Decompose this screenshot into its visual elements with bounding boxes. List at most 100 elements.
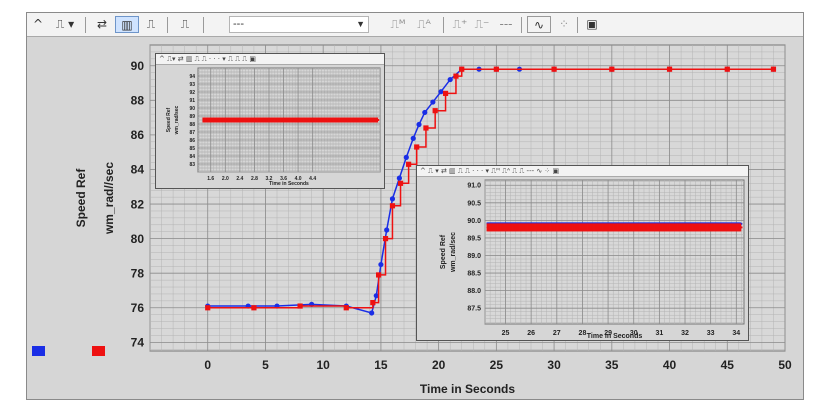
data-point-red [681,223,684,232]
data-point-red [680,223,683,232]
data-point-red [287,117,290,123]
measure-amplitude-icon[interactable]: ⎍ᴬ [417,17,431,31]
data-point-red [717,223,720,232]
x-tick-label: 25 [490,358,504,372]
data-point-red [209,117,212,123]
inset-chart-left: 1.6 2.0 2.4 2.8 3.2 3.6 4.0 4.4 83 84 85 86 87 88 89 90… [166,67,381,187]
trigger-icon[interactable]: ⎍ [180,17,190,31]
data-point-red [616,223,619,232]
x-tick-label: 4.4 [309,176,316,182]
data-point-red [318,117,321,123]
step-view-icon[interactable]: ⎍ [146,17,156,31]
data-point-red [726,223,729,232]
cursor-remove-icon[interactable]: ⎍⁻ [474,17,490,31]
data-point-red [513,223,516,232]
y-tick-label: 88.5 [467,271,481,278]
signal-combo[interactable]: --- ▼ [229,16,369,33]
data-point-red [693,223,696,232]
data-point-red [631,223,634,232]
properties-icon[interactable]: ▣ [586,17,598,31]
data-point-red [265,117,268,123]
data-point-red [369,117,372,123]
data-point-red [538,223,541,232]
data-point-blue [430,99,436,105]
inset-scope-left: ^ ⎍▾ ⇄ ▥ ⎍ ⎍ · · · ▾ ⎍ ⎍ ⎍ ▣ 1.6 2.0 2.4 2.… [155,53,385,189]
data-point-red [269,117,272,123]
data-point-red [590,223,593,232]
data-point-red [370,299,376,306]
data-point-red [493,66,499,72]
data-point-red [495,223,498,232]
data-point-red [589,223,592,232]
refresh-icon[interactable]: ⇄ [96,17,108,31]
toolbar-divider [521,17,522,33]
x-tick-label: 10 [317,358,331,372]
data-point-red [672,223,675,232]
data-point-red [217,117,220,123]
data-point-red [260,117,263,123]
data-point-red [734,223,737,232]
x-tick-label: 3.6 [280,176,287,182]
data-point-blue [410,135,416,141]
y-tick-label: 88 [131,94,145,108]
data-point-blue [416,121,422,128]
data-point-red [628,223,631,232]
dash-option-icon[interactable]: --- [499,17,513,31]
x-tick-label: 0 [204,358,211,372]
data-point-red [607,223,610,232]
data-point-red [406,161,412,167]
data-point-red [676,223,679,232]
y-tick-label: 90 [189,106,195,112]
data-point-red [621,223,624,232]
data-point-red [346,117,349,123]
cursor-add-icon[interactable]: ⎍⁺ [452,17,468,31]
y-tick-label: 91 [189,98,195,104]
x-tick-label: 27 [553,330,561,337]
data-point-red [705,223,708,232]
data-point-red [238,117,241,123]
wave-icon[interactable]: ∿ [527,16,551,33]
data-point-red [553,223,556,232]
data-point-red [510,223,513,232]
data-point-red [524,223,527,232]
data-point-red [305,117,308,123]
data-point-red [283,117,286,123]
data-point-red [565,223,568,232]
data-point-red [568,223,571,232]
y-tick-label: 87.5 [467,306,481,313]
data-point-red [335,117,338,123]
data-point-red [302,117,305,123]
data-point-red [297,303,303,309]
data-point-red [500,223,503,232]
data-point-red [329,117,332,123]
data-point-red [727,223,730,232]
data-point-red [204,117,207,123]
signal-select-icon[interactable]: ⎍ ▾ [55,17,75,31]
data-point-red [666,223,669,232]
data-point-red [289,117,292,123]
data-point-red [338,117,341,123]
data-point-red [637,223,640,232]
data-point-red [614,223,617,232]
data-point-red [258,117,261,123]
data-point-red [231,117,234,123]
data-point-red [511,223,514,232]
data-point-red [341,117,344,123]
data-point-red [566,223,569,232]
scatter-icon[interactable]: ⁘ [558,17,570,31]
data-point-red [546,223,549,232]
data-point-red [225,117,228,123]
bar-view-icon[interactable]: ▥ [115,16,139,33]
data-point-red [718,223,721,232]
measure-max-icon[interactable]: ⎍ᴹ [390,17,406,31]
data-point-red [543,223,546,232]
data-point-red [581,223,584,232]
data-point-red [253,117,256,123]
data-point-red [531,223,534,232]
data-point-red [219,117,222,123]
data-point-red [706,223,709,232]
y-tick-label: 90.5 [467,200,481,207]
y-tick-label: 88.0 [467,288,481,295]
data-point-red [584,223,587,232]
zoom-up-icon[interactable]: ^ [32,17,44,31]
